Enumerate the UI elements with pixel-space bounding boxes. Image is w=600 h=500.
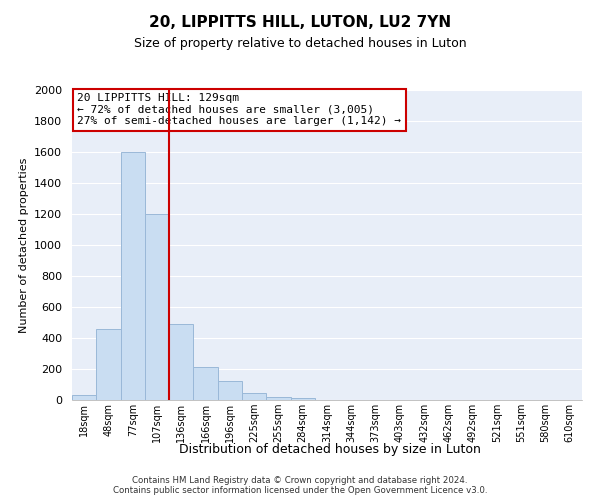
Bar [145,214,169,400]
Bar [242,393,266,400]
Text: Contains HM Land Registry data © Crown copyright and database right 2024.
Contai: Contains HM Land Registry data © Crown c… [113,476,487,495]
Text: Size of property relative to detached houses in Luton: Size of property relative to detached ho… [134,38,466,51]
Bar [169,324,193,400]
Bar [218,382,242,400]
Y-axis label: Number of detached properties: Number of detached properties [19,158,29,332]
Bar [96,328,121,400]
Text: 20, LIPPITTS HILL, LUTON, LU2 7YN: 20, LIPPITTS HILL, LUTON, LU2 7YN [149,15,451,30]
Text: 20 LIPPITTS HILL: 129sqm
← 72% of detached houses are smaller (3,005)
27% of sem: 20 LIPPITTS HILL: 129sqm ← 72% of detach… [77,93,401,126]
Bar [266,397,290,400]
Bar [121,152,145,400]
Bar [72,396,96,400]
Bar [193,368,218,400]
Bar [290,398,315,400]
Text: Distribution of detached houses by size in Luton: Distribution of detached houses by size … [179,442,481,456]
